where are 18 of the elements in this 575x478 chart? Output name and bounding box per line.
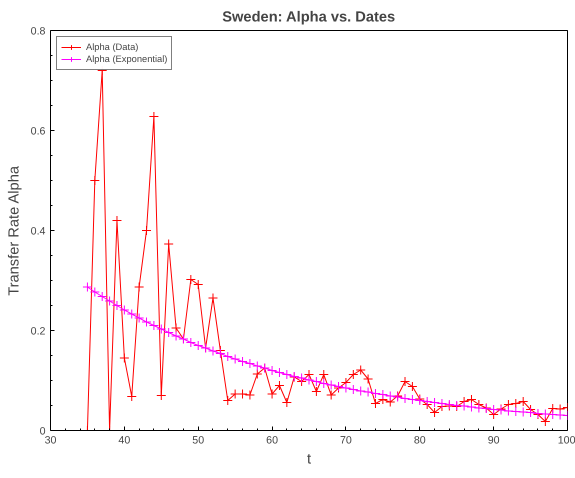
- x-tick-label: 40: [118, 434, 130, 446]
- y-axis-title: Transfer Rate Alpha: [6, 165, 23, 296]
- x-tick-label: 70: [340, 434, 352, 446]
- x-tick-label: 90: [488, 434, 500, 446]
- legend-label: Alpha (Data): [86, 41, 138, 53]
- x-tick-label: 60: [266, 434, 278, 446]
- x-tick-label: 30: [44, 434, 56, 446]
- y-tick-label: 0.4: [30, 226, 46, 238]
- x-tick-label: 100: [558, 434, 575, 446]
- y-tick-label: 0.2: [30, 326, 46, 338]
- legend-label: Alpha (Exponential): [86, 53, 168, 65]
- y-tick-label: 0.6: [30, 126, 46, 138]
- x-tick-label: 50: [192, 434, 204, 446]
- y-tick-label: 0.8: [30, 26, 46, 38]
- x-axis-title: t: [306, 452, 312, 468]
- y-tick-label: 0: [40, 426, 46, 438]
- chart-title: Sweden: Alpha vs. Dates: [222, 10, 396, 26]
- x-tick-label: 80: [414, 434, 426, 446]
